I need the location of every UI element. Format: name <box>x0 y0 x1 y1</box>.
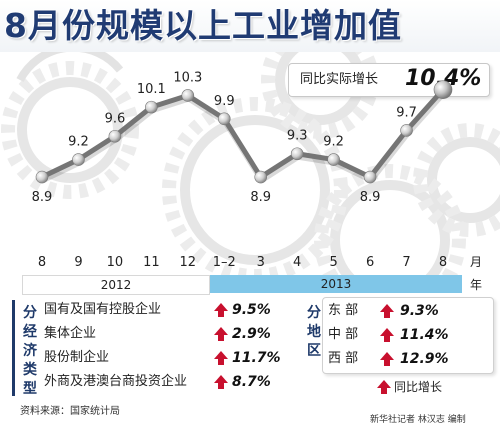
x-tick-label: 1–2 <box>213 255 236 270</box>
region-label-west: 西 部 <box>328 351 359 366</box>
credit-note: 新华社记者 林汉志 编制 <box>370 415 466 425</box>
data-label: 8.9 <box>32 190 53 205</box>
region-value-west: 12.9% <box>400 351 449 367</box>
data-label: 9.7 <box>396 105 417 120</box>
data-point <box>145 100 158 114</box>
sector-arrows <box>214 303 228 389</box>
data-label: 8.9 <box>360 190 381 205</box>
gear-icon <box>330 180 450 290</box>
data-point <box>217 112 231 126</box>
gear-icon <box>180 115 330 265</box>
data-label: 10.3 <box>173 70 202 85</box>
series-line-shadow <box>41 90 447 184</box>
up-arrow-icon <box>214 327 228 341</box>
source-note: 资料来源：国家统计局 <box>20 406 120 417</box>
data-label: 9.3 <box>287 129 308 144</box>
data-point <box>254 170 268 184</box>
x-tick-label: 10 <box>107 255 124 270</box>
data-label: 8.9 <box>250 190 271 205</box>
up-arrow-icon <box>214 351 228 365</box>
data-label: 9.2 <box>323 135 344 150</box>
sector-label-shareholding: 股份制企业 <box>44 350 110 365</box>
legend-label: 同比增长 <box>394 380 443 394</box>
region-value-central: 11.4% <box>400 327 449 343</box>
region-value-east: 9.3% <box>400 303 439 319</box>
up-arrow-icon <box>380 352 394 366</box>
x-tick-label: 11 <box>143 255 160 270</box>
data-point <box>35 170 49 184</box>
data-label: 9.2 <box>68 135 89 150</box>
up-arrow-icon <box>214 303 228 317</box>
up-arrow-icon <box>380 328 394 342</box>
data-point <box>400 124 413 137</box>
sector-value-foreign-invested: 8.7% <box>232 374 271 390</box>
sector-label-state-owned: 国有及国有控股企业 <box>44 302 162 317</box>
gear-icon <box>427 137 500 223</box>
data-point <box>327 153 340 166</box>
region-arrows <box>380 304 394 366</box>
region-panel <box>322 297 494 374</box>
title-band <box>0 0 500 52</box>
region-label-central: 中 部 <box>328 327 359 342</box>
up-arrow-icon <box>214 375 228 389</box>
data-point <box>72 153 85 166</box>
x-tick-label: 7 <box>402 255 410 270</box>
sector-value-shareholding: 11.7% <box>232 350 281 366</box>
data-point <box>433 80 453 99</box>
line-chart: 8.9 9.2 9.6 10.1 10.3 9.9 8.9 9.3 9.2 8.9 9.7 8 9 10… <box>32 70 453 270</box>
up-arrow-icon <box>377 380 391 394</box>
data-point <box>363 170 377 184</box>
series-line <box>40 87 445 180</box>
gear-icon <box>17 77 123 183</box>
sector-heading: 分经济类型 <box>23 305 37 397</box>
sector-divider <box>12 300 15 396</box>
x-tick-label: 12 <box>180 255 197 270</box>
growth-badge <box>288 63 490 97</box>
sector-value-collective: 2.9% <box>232 326 271 342</box>
data-label: 9.6 <box>105 111 126 126</box>
legend-arrow <box>377 380 391 394</box>
month-unit-label: 月 <box>470 255 483 269</box>
page-title: 8月份规模以上工业增加值 <box>4 6 402 45</box>
up-arrow-icon <box>380 304 394 318</box>
data-point <box>108 129 122 143</box>
year-bar-2013: 2013 <box>210 275 462 293</box>
data-label: 9.9 <box>214 94 235 109</box>
region-label-east: 东 部 <box>328 303 359 318</box>
sector-label-foreign-invested: 外商及港澳台商投资企业 <box>44 374 188 389</box>
x-tick-label: 4 <box>293 255 301 270</box>
sector-label-collective: 集体企业 <box>44 326 97 341</box>
data-point <box>290 147 304 161</box>
x-tick-label: 9 <box>74 255 82 270</box>
x-tick-label: 3 <box>257 255 265 270</box>
sector-value-state-owned: 9.5% <box>232 302 271 318</box>
x-tick-label: 5 <box>329 255 337 270</box>
region-heading: 分地区 <box>307 305 321 359</box>
data-label: 10.1 <box>137 82 166 97</box>
x-tick-label: 8 <box>38 255 46 270</box>
year-unit-label: 年 <box>470 278 483 292</box>
x-tick-label: 8 <box>439 255 447 270</box>
x-tick-label: 6 <box>366 255 374 270</box>
data-point <box>181 89 195 102</box>
year-bar-2012: 2012 <box>22 275 210 295</box>
growth-badge-label: 同比实际增长 <box>300 72 379 87</box>
